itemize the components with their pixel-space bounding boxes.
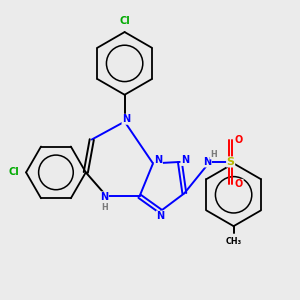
Text: Cl: Cl [119,16,130,26]
Text: H: H [210,150,217,159]
Text: N: N [100,192,108,202]
Text: CH₃: CH₃ [226,237,242,246]
Text: N: N [154,155,162,165]
Text: N: N [156,211,164,221]
Text: N: N [203,157,211,167]
Text: O: O [235,134,243,145]
Text: Cl: Cl [8,167,19,177]
Text: S: S [226,157,235,167]
Text: H: H [101,203,108,212]
Text: O: O [235,179,243,189]
Text: N: N [122,114,130,124]
Text: N: N [181,155,189,166]
